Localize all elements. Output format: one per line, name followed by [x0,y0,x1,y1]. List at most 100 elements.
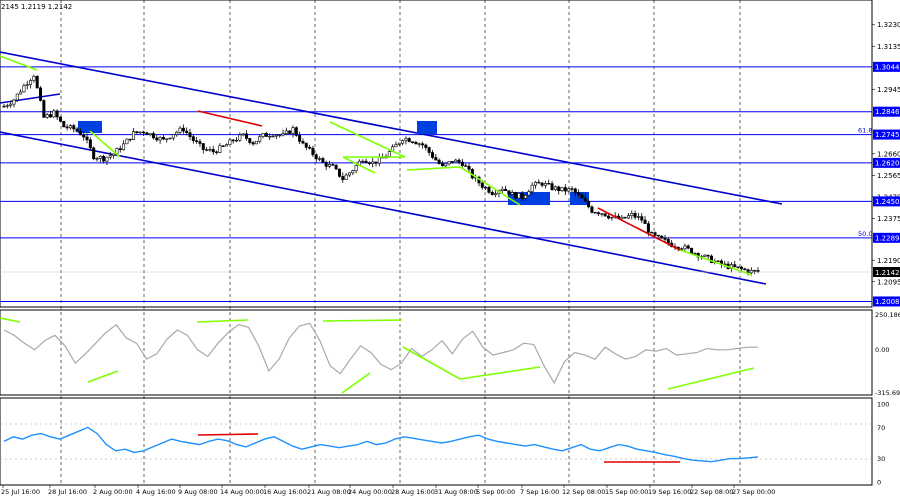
candle-body [351,170,355,174]
level-tag-bg [873,296,900,307]
cci-divergence[interactable] [459,366,541,380]
candle-body [42,100,46,118]
bull-divergence-line[interactable] [89,130,121,158]
candle-body [301,141,305,144]
candle-body [95,158,99,160]
zone-box[interactable] [570,192,589,205]
candle-body [347,172,351,176]
bull-divergence-line[interactable] [0,55,38,71]
bull-divergence-line[interactable] [406,166,521,206]
candle-body [600,213,604,215]
candle-body [580,194,584,199]
candle-body [533,181,537,186]
level-tag-label: 1.2289 [875,234,900,242]
candle-body [195,140,199,142]
candle-body [607,215,611,219]
candle-body [261,133,265,137]
candle-body [444,163,448,167]
cci-divergence[interactable] [402,346,461,380]
cci-divergence[interactable] [667,367,755,390]
candle-body [321,158,325,163]
time-axis[interactable]: 25 Jul 16:00 28 Jul 16:00 2 Aug 00:00 4 Aug… [1,485,775,496]
fib-level-label: 50.0 [858,230,872,238]
candle-body [281,133,285,136]
cci-divergence[interactable] [322,319,403,322]
descending-channel[interactable] [0,51,783,285]
candle-body [142,131,146,134]
rsi-divergence-bear[interactable] [197,433,259,436]
candle-body [427,147,431,153]
candle-body [85,136,89,141]
short-trend-line[interactable] [0,93,61,104]
cci-panel[interactable] [0,309,873,396]
candle-body [205,149,209,151]
bull-divergence-line[interactable] [329,121,406,174]
candle-body [308,146,312,149]
level-tag-label: 1.2745 [875,131,900,139]
candle-body [563,187,567,192]
bear-divergence-line[interactable] [597,207,681,251]
channel-upper-line[interactable] [0,51,783,205]
bull-divergence-line[interactable] [679,249,753,276]
candle-body [132,131,136,140]
time-axis-label: 2 Aug 00:00 [93,488,133,496]
current-price-tag: 1.2142 [0,267,900,277]
time-axis-label: 22 Sep 08:00 [690,488,733,496]
candle-body [52,110,56,118]
candle-body [753,270,757,272]
candle-body [138,131,142,134]
candle-body [530,184,534,192]
cci-divergence[interactable] [87,370,119,383]
candle-body [68,125,72,129]
cci-max-label: 250.1868 [875,311,900,319]
candle-body [567,188,571,192]
candle-body [254,140,258,145]
cci-divergence-lines[interactable] [0,317,755,394]
time-axis-label: 21 Aug 08:00 [307,488,351,496]
candle-body [72,125,76,130]
price-axis-label: 1.3230 [877,21,900,29]
cci-divergence[interactable] [341,372,371,394]
candle-body [736,266,740,268]
zone-box[interactable] [417,121,437,134]
cci-divergence[interactable] [196,319,249,323]
candle-body [19,91,23,95]
candle-body [45,114,49,118]
candle-body [291,127,295,134]
time-axis-label: 12 Sep 08:00 [562,488,605,496]
candle-body [12,99,16,105]
level-tag-label: 1.2620 [875,159,900,167]
bear-divergence-line[interactable] [197,110,263,127]
candle-body [75,128,79,132]
candle-body [278,134,282,137]
level-tag-bg [873,157,900,168]
candle-body [2,105,6,108]
price-levels[interactable] [0,66,872,302]
cci-divergence[interactable] [0,317,21,323]
candle-body [314,154,318,160]
candle-body [294,127,298,136]
candle-body [288,130,292,134]
candle-body [411,141,415,143]
candle-body [543,183,547,186]
candle-body [523,194,527,199]
price-divergence-lines[interactable] [0,55,753,276]
candle-body [633,213,637,218]
price-axis[interactable]: 1.32301.31351.29451.26601.25651.24701.23… [872,21,900,286]
zone-box[interactable] [78,121,102,133]
level-tag-bg [873,106,900,117]
price-panel[interactable] [0,0,873,308]
candle-body [417,143,421,145]
channel-lower-line[interactable] [0,131,767,285]
candle-body [331,164,335,166]
candle-body [55,110,59,118]
current-price-label: 1.2142 [875,269,900,277]
candle-body [268,136,272,138]
rsi-line [3,426,759,463]
candle-body [215,151,219,153]
candle-body [404,138,408,141]
candle-body [610,216,614,219]
